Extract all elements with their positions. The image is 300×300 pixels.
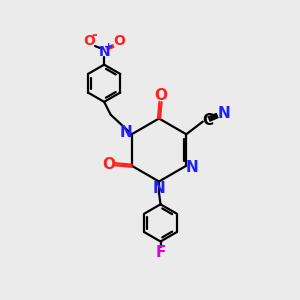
Text: N: N bbox=[153, 181, 165, 196]
Text: +: + bbox=[104, 42, 113, 52]
Text: C: C bbox=[202, 112, 214, 128]
Text: O: O bbox=[83, 34, 95, 48]
Text: N: N bbox=[185, 160, 198, 175]
Text: N: N bbox=[120, 125, 133, 140]
Text: N: N bbox=[98, 45, 110, 59]
Text: F: F bbox=[155, 245, 166, 260]
Text: O: O bbox=[154, 88, 167, 103]
Text: O: O bbox=[102, 157, 115, 172]
Text: O: O bbox=[113, 34, 125, 48]
Text: N: N bbox=[218, 106, 230, 121]
Text: -: - bbox=[91, 28, 97, 42]
